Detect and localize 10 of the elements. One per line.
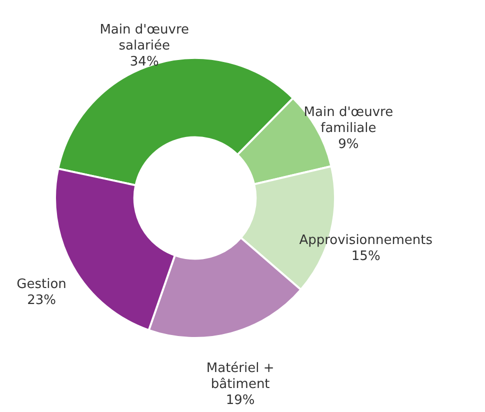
slice-label: Main d'œuvre salariée (100, 22, 189, 54)
data-label: 9% (338, 136, 359, 152)
data-label: 34% (130, 54, 159, 70)
slice-label: Main d'œuvre familiale (304, 104, 394, 136)
data-label: 19% (226, 393, 255, 408)
data-label: 15% (351, 249, 380, 264)
slice-label: Approvisionnements (299, 233, 433, 248)
slice-label: Gestion (16, 277, 66, 292)
data-label: 23% (27, 293, 56, 308)
slice-label: Matériel + bâtiment (206, 361, 274, 392)
